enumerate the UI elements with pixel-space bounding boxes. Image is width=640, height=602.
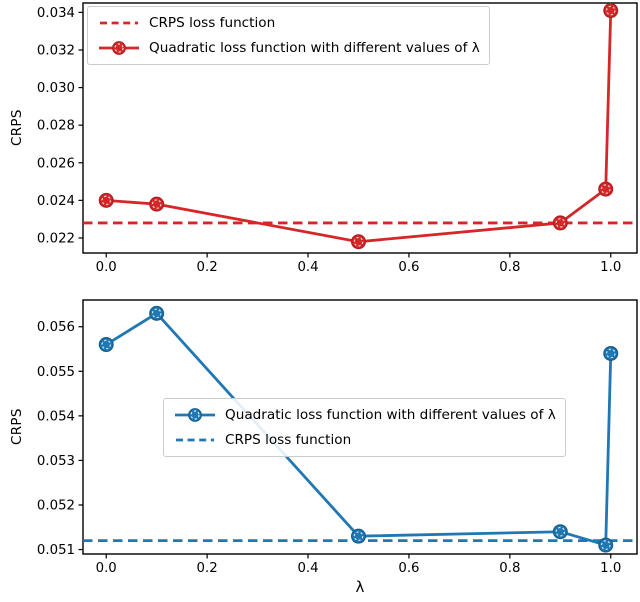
legend-label: CRPS loss function — [225, 432, 352, 448]
data-point-marker — [98, 337, 114, 353]
legend-item: Quadratic loss function with different v… — [173, 403, 556, 427]
x-tick-label: 0.8 — [499, 260, 520, 275]
data-point-marker-ring — [555, 218, 566, 228]
y-tick-label: 0.028 — [37, 119, 75, 134]
x-tick-label: 1.0 — [600, 561, 621, 576]
y-tick-label: 0.056 — [37, 320, 75, 335]
y-tick-label: 0.030 — [37, 81, 75, 96]
x-tick-label: 0.2 — [197, 561, 218, 576]
legend-item: Quadratic loss function with different v… — [97, 36, 480, 60]
y-tick-label: 0.024 — [37, 194, 75, 209]
y-tick-label: 0.034 — [37, 6, 75, 21]
x-axis-label: λ — [355, 578, 365, 596]
data-point-marker — [350, 234, 366, 250]
line-marker-icon — [99, 41, 139, 55]
line-marker-icon — [175, 408, 215, 422]
data-point-marker-ring — [151, 199, 162, 209]
data-point-marker-ring — [605, 348, 616, 359]
data-point-marker — [598, 537, 614, 553]
dashed-line-icon — [100, 21, 138, 25]
x-tick-label: 0.4 — [297, 260, 318, 275]
legend-label: Quadratic loss function with different v… — [149, 40, 480, 56]
y-tick-label: 0.022 — [37, 231, 75, 246]
data-point-marker-ring — [605, 5, 616, 16]
x-tick-label: 0.6 — [398, 260, 419, 275]
x-tick-label: 0.6 — [398, 561, 419, 576]
dashed-line-icon — [176, 438, 214, 442]
data-point-marker — [350, 528, 366, 544]
data-point-marker-ring — [353, 531, 364, 541]
data-point-marker — [149, 196, 165, 212]
data-point-marker-ring — [353, 236, 364, 247]
data-point-marker — [603, 3, 619, 19]
axes-spines — [82, 299, 638, 555]
legend-item: CRPS loss function — [97, 11, 480, 35]
x-tick-label: 0.4 — [297, 561, 318, 576]
data-point-marker-ring — [151, 308, 162, 319]
legend-label: CRPS loss function — [149, 15, 276, 31]
y-axis-label-bottom: CRPS — [9, 408, 25, 446]
y-tick-label: 0.032 — [37, 43, 75, 58]
data-point-marker — [98, 192, 114, 208]
data-point-marker-ring — [600, 184, 611, 194]
data-point-marker-ring — [101, 339, 112, 350]
y-tick-label: 0.026 — [37, 156, 75, 171]
data-point-marker — [552, 215, 568, 231]
legend-bottom: Quadratic loss function with different v… — [163, 398, 566, 457]
legend-item: CRPS loss function — [173, 428, 556, 452]
data-point-marker-ring — [555, 526, 566, 537]
x-tick-label: 0.2 — [197, 260, 218, 275]
data-point-marker — [603, 345, 619, 361]
x-tick-label: 0.0 — [96, 260, 117, 275]
axes-top: 0.0 0.2 0.4 0.6 0.8 1.0 0.022 0.024 0.026 0.028 0.… — [37, 2, 638, 275]
data-point-marker — [149, 305, 165, 321]
data-point-marker — [552, 524, 568, 540]
y-tick-label: 0.053 — [37, 454, 75, 469]
data-point-marker-ring — [101, 195, 112, 206]
x-tick-label: 0.8 — [499, 561, 520, 576]
y-axis-label-top: CRPS — [9, 109, 25, 147]
y-tick-label: 0.051 — [37, 543, 75, 558]
legend-label: Quadratic loss function with different v… — [225, 407, 556, 423]
line-series — [104, 311, 613, 547]
y-tick-label: 0.052 — [37, 498, 75, 513]
data-point-marker-ring — [600, 540, 611, 550]
line-series — [104, 9, 613, 244]
y-tick-label: 0.055 — [37, 365, 75, 380]
axes-spines — [82, 2, 638, 254]
data-point-marker — [598, 181, 614, 197]
legend-top: CRPS loss function Quadratic loss functi… — [87, 6, 490, 65]
axes-bottom: 0.0 0.2 0.4 0.6 0.8 1.0 0.051 0.052 0.053 0.054 0.… — [37, 299, 638, 576]
y-tick-label: 0.054 — [37, 409, 75, 424]
x-tick-label: 0.0 — [96, 561, 117, 576]
x-tick-label: 1.0 — [600, 260, 621, 275]
